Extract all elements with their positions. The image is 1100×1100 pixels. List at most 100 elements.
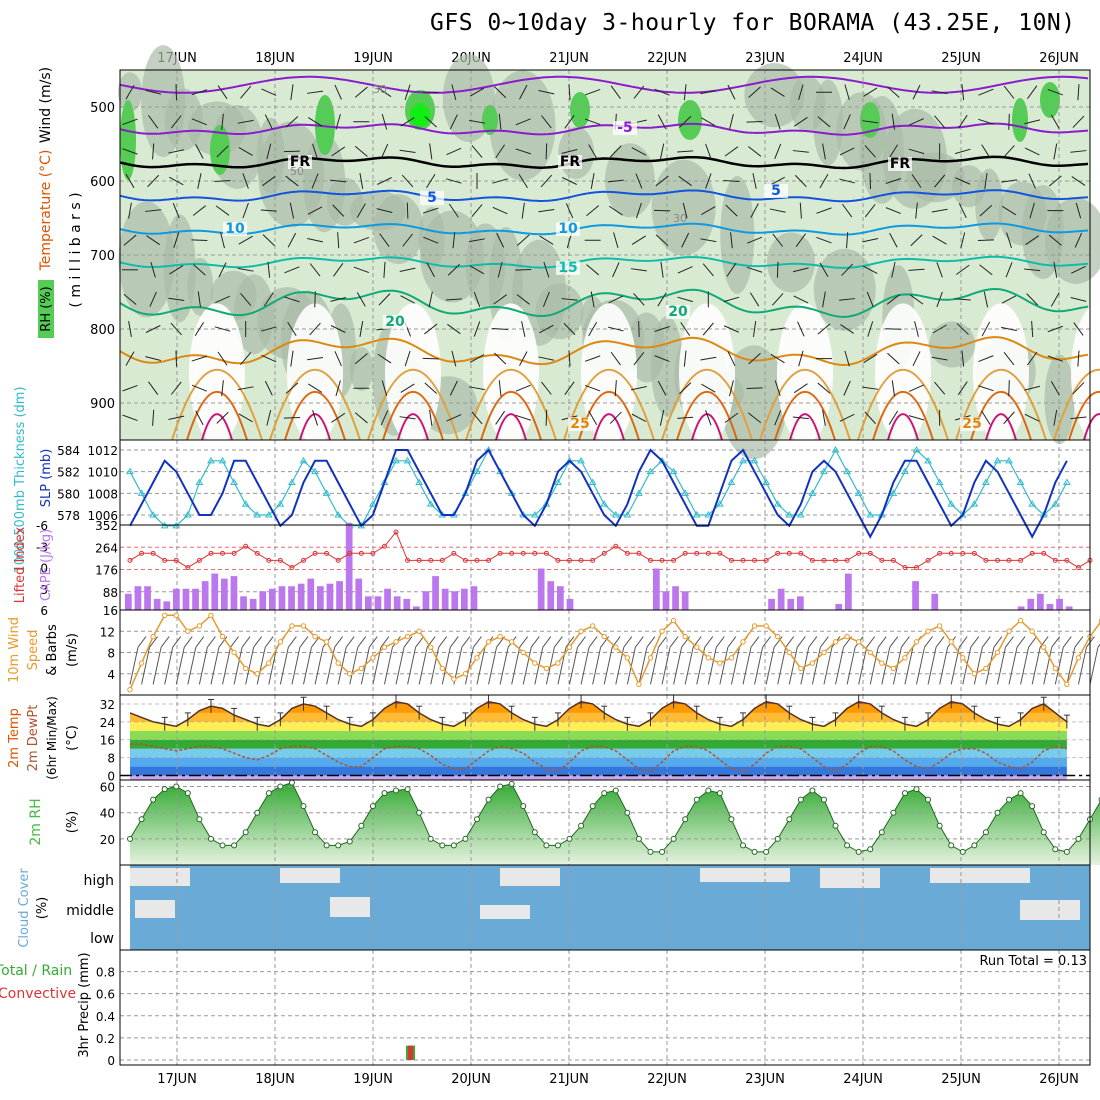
li-point xyxy=(532,550,538,556)
thickness-point xyxy=(669,467,678,475)
wind-barb xyxy=(452,232,456,249)
wind-barb-10m xyxy=(869,647,879,685)
panel-frame-precip xyxy=(119,949,1091,1066)
wind-barb-10m xyxy=(673,647,683,685)
pressure-tick-label: 700 xyxy=(90,249,115,264)
wind-barb xyxy=(981,144,991,159)
rh-moist-blob xyxy=(1012,98,1028,142)
wind-barb xyxy=(1031,320,1034,338)
cape-bar xyxy=(240,596,247,610)
ylabel-rh-unit: (%) xyxy=(65,811,80,834)
wind-barb xyxy=(752,321,757,337)
wind-barb xyxy=(122,384,138,392)
wind-barb xyxy=(981,410,991,425)
isotherm-25-arch xyxy=(269,368,361,441)
rh-point xyxy=(612,787,619,794)
wind-speed-point xyxy=(821,649,827,656)
wind-barb xyxy=(469,354,485,364)
wind-barb xyxy=(774,410,782,426)
wind-barb xyxy=(1003,351,1015,366)
wind-barb xyxy=(175,350,178,367)
rh-point xyxy=(358,822,365,829)
thickness-point xyxy=(600,500,609,507)
wind-barb xyxy=(931,356,948,361)
thickness-point xyxy=(554,478,562,485)
thickness-point xyxy=(426,500,435,507)
wind-barb xyxy=(654,209,671,212)
rh-point xyxy=(1063,848,1070,855)
wind-barb xyxy=(770,87,785,97)
li-point xyxy=(694,550,700,556)
wind-speed-point xyxy=(786,649,792,656)
wind-barb xyxy=(659,143,665,160)
wind-barb xyxy=(726,262,737,277)
wind-barb xyxy=(654,88,670,96)
wind-barb-10m xyxy=(164,647,174,685)
wind-barb-flag xyxy=(704,636,714,648)
wind-barb xyxy=(284,266,300,274)
rh-point xyxy=(173,783,180,790)
wind-barb xyxy=(798,84,804,101)
rh-point xyxy=(890,809,897,816)
cape-bar xyxy=(278,586,286,610)
wind-barb xyxy=(1029,202,1035,219)
cape-bar xyxy=(537,568,545,610)
wind-barb-10m xyxy=(430,647,440,685)
rh-dry-area xyxy=(189,303,245,444)
wind-barb xyxy=(659,409,665,426)
precip-conv-bar xyxy=(408,1045,414,1060)
wind-barb xyxy=(1070,296,1087,302)
wind-barb xyxy=(984,173,988,189)
wind-barb-10m xyxy=(1043,647,1053,685)
thickness-tick-label: 584 xyxy=(57,444,80,458)
rh-contour-blob xyxy=(141,45,186,158)
rh-contour-blob xyxy=(118,201,175,318)
wind-barb xyxy=(353,266,370,274)
wind-speed-point xyxy=(763,623,769,629)
cape-tick-label: 16 xyxy=(103,604,118,618)
wind-barb xyxy=(473,291,481,308)
thickness-point xyxy=(646,467,655,475)
wind-barb xyxy=(516,234,530,246)
wind-barb xyxy=(221,113,224,130)
wind-barb xyxy=(979,204,993,217)
wind-barb xyxy=(538,208,555,213)
wind-barb xyxy=(747,412,762,424)
cloud-gap xyxy=(930,868,1030,883)
wind-speed-point xyxy=(728,655,735,661)
wind-barb xyxy=(655,175,669,187)
wind-barb xyxy=(908,384,925,392)
pressure-tick-label: 800 xyxy=(90,323,115,338)
wind-barb-flag xyxy=(241,636,251,648)
contour-label-bg xyxy=(568,417,592,431)
wind-barb xyxy=(727,84,736,100)
wind-barb xyxy=(169,265,184,275)
wind-barb xyxy=(283,417,300,419)
isotherm-35-arch xyxy=(593,413,625,441)
wind-barb xyxy=(729,380,734,397)
li-point xyxy=(300,557,306,563)
wind-barb xyxy=(957,381,968,396)
wind-barb xyxy=(469,119,485,124)
date-label-bottom: 19JUN xyxy=(353,1072,393,1087)
wind-barb xyxy=(680,322,691,336)
wind-barb-10m xyxy=(245,647,255,685)
rh-dry-area xyxy=(287,303,343,444)
wind-barb xyxy=(701,117,716,127)
wind-barb-flag xyxy=(785,636,795,648)
wind-barb xyxy=(521,202,525,219)
precip-tick-label: 0.2 xyxy=(96,1032,115,1046)
wind-barb-flag xyxy=(820,636,829,648)
wind-barb-10m xyxy=(754,647,764,685)
wind-barb-10m xyxy=(916,647,925,685)
rh-point xyxy=(832,822,839,829)
contour-label: FR xyxy=(290,154,311,170)
li-point xyxy=(266,557,272,563)
wind-barb-flag xyxy=(438,636,448,648)
wind-speed-point xyxy=(1006,628,1012,634)
wind-barb xyxy=(677,150,694,153)
wind-barb xyxy=(359,321,364,337)
rh-point xyxy=(184,790,191,797)
wind-barb xyxy=(237,386,254,391)
wind-barb-flag xyxy=(380,636,390,648)
